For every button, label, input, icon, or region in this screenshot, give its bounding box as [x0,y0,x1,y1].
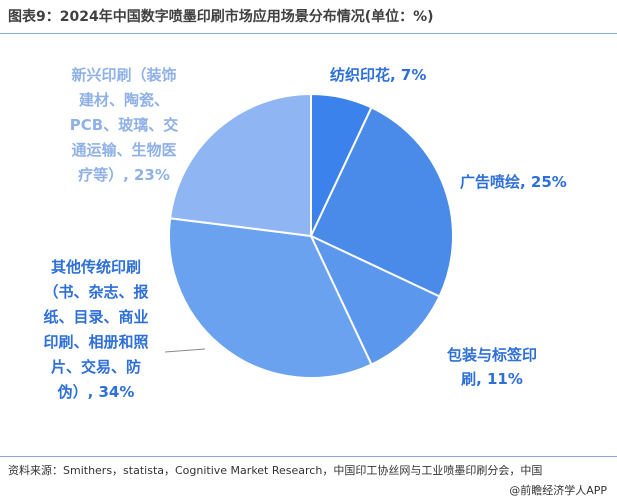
slice-label-line: 广告喷绘, 25% [460,173,567,191]
slice-label-line: 片、交易、防 [51,358,141,376]
pie-slice-4 [168,217,373,379]
slice-label-line: 其他传统印刷 [51,258,141,276]
slice-label-line: 伪）, 34% [57,383,135,401]
slice-label-line: 纺织印花, 7% [330,66,426,84]
slice-label-4: 其他传统印刷 （书、杂志、报纸、目录、商业印刷、相册和照片、交易、防伪）, 34% [43,258,148,401]
slice-label-5: 新兴印刷（装饰建材、陶瓷、 PCB、玻璃、交通运输、生物医疗等）, 23% [70,66,178,184]
pie-slice-2 [309,106,454,298]
slice-label-line: 刷, 11% [461,370,523,388]
title-divider [0,33,617,34]
slice-label-line: PCB、玻璃、交 [70,116,178,134]
chart-title: 图表9：2024年中国数字喷墨印刷市场应用场景分布情况(单位：%) [8,9,434,25]
source-note: 资料来源：Smithers，statista，Cognitive Market … [8,464,543,477]
slice-label-line: 纸、目录、商业 [43,308,148,326]
slice-label-2: 广告喷绘, 25% [460,173,567,191]
slice-label-line: 新兴印刷（装饰 [71,66,176,84]
slice-label-1: 纺织印花, 7% [330,66,426,84]
slice-label-3: 包装与标签印刷, 11% [447,346,537,388]
source-divider [0,456,617,457]
slice-label-line: （书、杂志、报 [43,283,148,301]
slice-label-line: 通运输、生物医 [71,141,176,159]
pie-slice-5 [169,92,312,238]
slice-label-line: 疗等）, 23% [78,166,170,184]
leader-line [164,348,206,353]
pie-slice-3 [308,233,441,366]
slice-label-line: 建材、陶瓷、 [79,91,169,109]
slice-label-line: 印刷、相册和照 [43,333,148,351]
slice-label-line: 包装与标签印 [447,346,537,364]
credit-label: @前瞻经济学人APP [509,484,607,497]
